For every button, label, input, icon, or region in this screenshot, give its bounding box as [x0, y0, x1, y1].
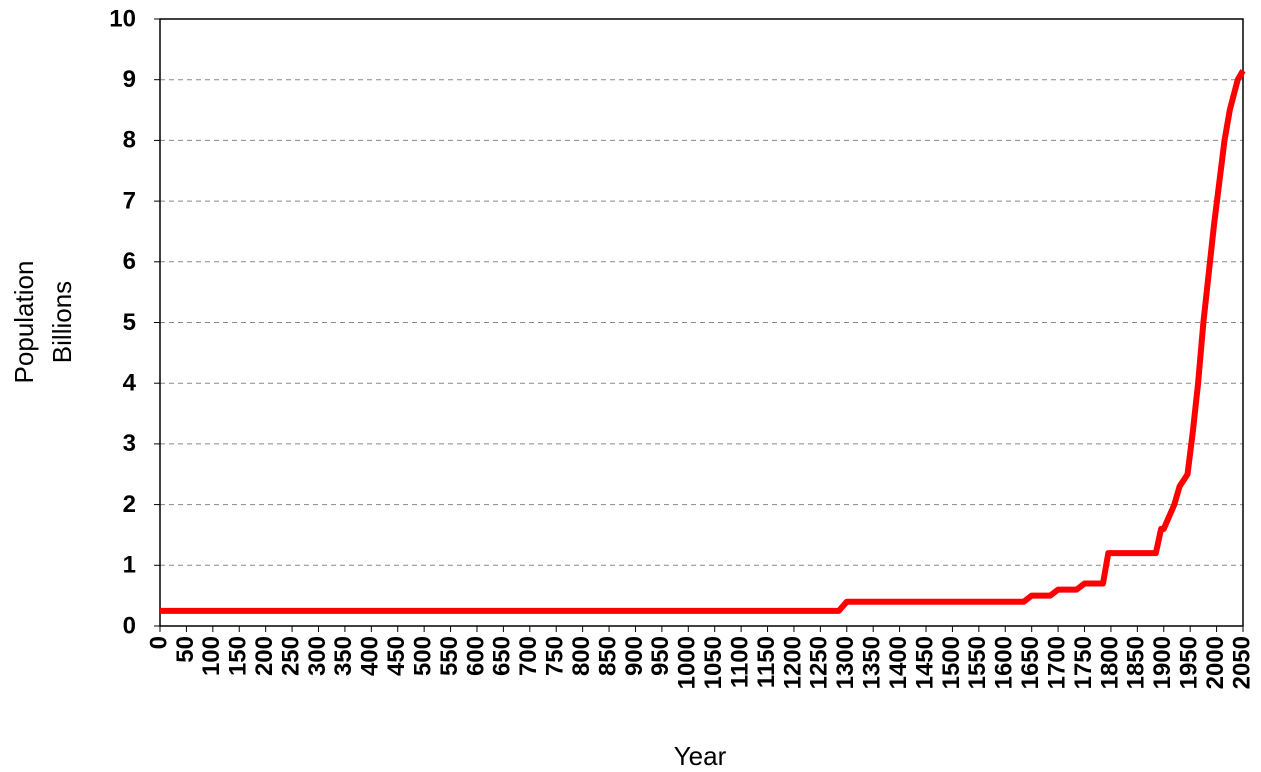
x-tick-label: 400 [357, 636, 384, 676]
x-tick-label: 950 [647, 636, 674, 676]
x-tick-label: 550 [436, 636, 463, 676]
x-tick-label: 1950 [1176, 636, 1203, 689]
x-tick-label: 350 [330, 636, 357, 676]
x-tick-label: 1000 [674, 636, 701, 689]
x-tick-label: 1250 [806, 636, 833, 689]
x-tick-label: 1300 [832, 636, 859, 689]
y-tick-label: 2 [123, 491, 136, 518]
x-tick-label: 1800 [1096, 636, 1123, 689]
y-axis-label: Population [9, 261, 39, 384]
x-tick-label: 1100 [726, 636, 753, 688]
y-tick-label: 0 [123, 612, 136, 639]
x-tick-label: 250 [277, 636, 304, 676]
x-tick-label: 850 [594, 636, 621, 676]
x-tick-label: 1550 [964, 636, 991, 689]
x-tick-label: 1200 [779, 636, 806, 689]
x-tick-label: 1050 [700, 636, 727, 689]
x-tick-label: 700 [515, 636, 542, 676]
x-tick-label: 750 [542, 636, 569, 676]
y-tick-label: 10 [109, 5, 136, 32]
x-tick-label: 150 [225, 636, 252, 676]
y-tick-label: 7 [123, 187, 136, 214]
plot-frame [159, 18, 1244, 627]
x-tick-label: 100 [198, 636, 225, 676]
x-tick-label: 300 [304, 636, 331, 676]
x-tick-label: 2000 [1202, 636, 1229, 689]
y-tick-label: 4 [123, 370, 137, 397]
x-tick-label: 650 [489, 636, 516, 676]
x-tick-label: 50 [172, 636, 199, 663]
y-tick-label: 3 [123, 430, 136, 457]
x-tick-label: 2050 [1228, 636, 1255, 689]
x-axis-label: Year [674, 741, 727, 771]
x-tick-label: 1150 [753, 636, 780, 688]
y-tick-label: 6 [123, 248, 136, 275]
x-tick-label: 1350 [859, 636, 886, 689]
x-tick-label: 1900 [1149, 636, 1176, 689]
x-tick-label: 1450 [911, 636, 938, 689]
y-tick-label: 9 [123, 66, 136, 93]
y-tick-label: 1 [123, 552, 136, 579]
x-tick-label: 500 [409, 636, 436, 676]
data-line [160, 69, 1246, 614]
x-tick-label: 1400 [885, 636, 912, 689]
x-tick-label: 800 [568, 636, 595, 676]
y-axis-label: Billions [47, 281, 77, 363]
x-tick-label: 1500 [938, 636, 965, 689]
x-tick-label: 600 [462, 636, 489, 676]
x-tick-label: 1850 [1123, 636, 1150, 689]
x-tick-label: 900 [621, 636, 648, 676]
x-tick-label: 200 [251, 636, 278, 676]
x-tick-label: 1650 [1017, 636, 1044, 689]
x-tick-label: 1600 [991, 636, 1018, 689]
x-tick-label: 450 [383, 636, 410, 676]
x-tick-label: 1750 [1070, 636, 1097, 689]
x-tick-label: 0 [145, 636, 172, 649]
y-tick-label: 8 [123, 127, 136, 154]
x-tick-label: 1700 [1043, 636, 1070, 689]
y-tick-label: 5 [123, 309, 136, 336]
